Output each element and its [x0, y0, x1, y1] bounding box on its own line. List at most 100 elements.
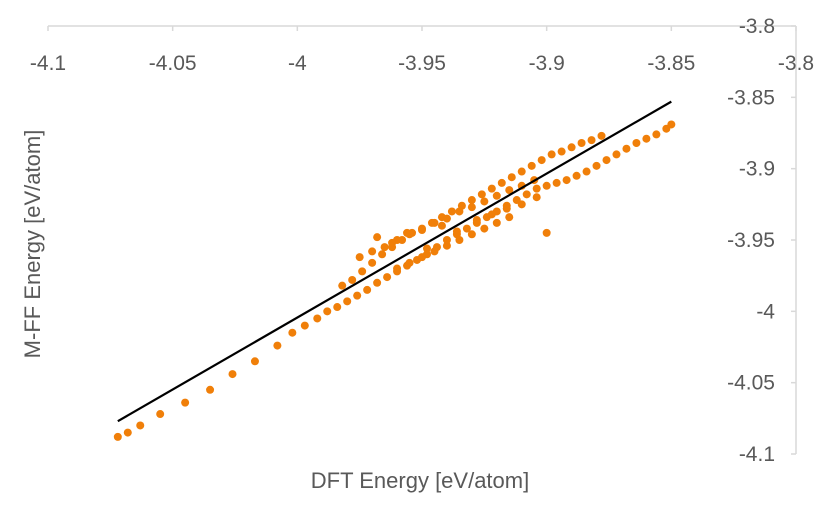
- x-tick-label: -3.95: [398, 52, 446, 75]
- data-point: [206, 385, 215, 394]
- data-point: [467, 230, 476, 239]
- data-point: [437, 221, 446, 230]
- data-point: [455, 236, 464, 244]
- data-point: [403, 228, 412, 237]
- data-point: [442, 241, 451, 250]
- data-point: [355, 253, 364, 262]
- data-point: [228, 370, 237, 379]
- data-point: [156, 410, 165, 419]
- data-point: [405, 258, 414, 267]
- data-point: [562, 176, 571, 185]
- data-point: [505, 213, 514, 222]
- data-point: [430, 218, 439, 227]
- data-point: [378, 250, 387, 259]
- data-points: [113, 120, 676, 441]
- data-point: [517, 200, 526, 209]
- x-tick-label: -4: [288, 52, 307, 75]
- data-point: [537, 156, 546, 165]
- data-point: [592, 161, 601, 170]
- data-point: [567, 143, 576, 152]
- data-point: [547, 150, 556, 159]
- data-point: [422, 244, 431, 253]
- x-tick-label: -3.8: [778, 52, 814, 75]
- data-point: [480, 197, 489, 206]
- data-point: [368, 247, 377, 256]
- data-point: [542, 228, 551, 237]
- data-point: [348, 275, 357, 284]
- data-point: [532, 193, 541, 202]
- x-tick-label: -4.1: [30, 52, 66, 75]
- y-tick-label: -4.1: [739, 443, 775, 466]
- data-point: [505, 186, 514, 195]
- data-point: [273, 341, 282, 350]
- data-point: [492, 191, 501, 200]
- data-point: [250, 357, 259, 366]
- data-point: [452, 227, 461, 236]
- x-tick-label: -3.85: [647, 52, 695, 75]
- y-tick-label: -3.85: [727, 86, 775, 109]
- data-point: [418, 253, 426, 262]
- data-point: [343, 297, 352, 306]
- data-point: [477, 190, 486, 199]
- y-tick-label: -4.05: [727, 372, 775, 395]
- y-axis-title: M-FF Energy [eV/atom]: [20, 130, 45, 359]
- data-point: [181, 398, 190, 407]
- data-point: [113, 432, 122, 441]
- data-point: [462, 224, 471, 233]
- data-point: [597, 131, 606, 140]
- data-point: [557, 147, 566, 156]
- y-tick-label: -3.95: [727, 229, 775, 252]
- data-point: [455, 207, 464, 216]
- data-point: [527, 161, 536, 170]
- data-point: [467, 196, 476, 205]
- data-point: [487, 210, 496, 219]
- data-point: [517, 167, 526, 176]
- data-point: [522, 190, 531, 199]
- data-point: [622, 144, 631, 153]
- x-axis-ticks: -4.1 -4.05 -4 -3.95 -3.9 -3.85 -3.8: [30, 26, 814, 75]
- data-point: [467, 203, 476, 212]
- data-point: [442, 214, 451, 223]
- data-point: [430, 247, 439, 256]
- data-point: [572, 171, 581, 180]
- data-point: [333, 303, 342, 312]
- data-point: [582, 167, 591, 176]
- data-point: [313, 314, 322, 323]
- data-point: [542, 181, 551, 190]
- x-axis-title: DFT Energy [eV/atom]: [311, 468, 529, 493]
- y-axis-ticks: -3.8 -3.85 -3.9 -3.95 -4 -4.05 -4.1: [727, 15, 796, 466]
- data-point: [363, 285, 372, 294]
- data-point: [373, 233, 382, 242]
- data-point: [358, 267, 367, 276]
- data-point: [383, 273, 392, 282]
- data-point: [632, 138, 641, 147]
- y-tick-label: -4: [756, 300, 775, 323]
- data-point: [136, 421, 145, 430]
- data-point: [602, 156, 611, 165]
- data-point: [380, 243, 389, 252]
- data-point: [492, 218, 501, 227]
- data-point: [288, 328, 297, 337]
- data-point: [667, 120, 676, 129]
- data-point: [587, 136, 596, 145]
- data-point: [480, 224, 489, 233]
- trend-line: [117, 100, 672, 423]
- data-point: [532, 184, 541, 193]
- data-point: [442, 236, 451, 244]
- data-point: [447, 207, 456, 216]
- data-point: [612, 150, 621, 159]
- data-point: [323, 307, 332, 316]
- data-point: [353, 291, 362, 300]
- data-point: [472, 216, 481, 225]
- data-point: [497, 178, 506, 187]
- data-point: [338, 281, 347, 290]
- x-tick-label: -4.05: [149, 52, 197, 75]
- data-point: [577, 138, 586, 147]
- data-point: [507, 173, 516, 182]
- data-point: [487, 184, 496, 193]
- data-point: [368, 258, 377, 267]
- data-point: [393, 264, 402, 273]
- data-point: [388, 238, 397, 247]
